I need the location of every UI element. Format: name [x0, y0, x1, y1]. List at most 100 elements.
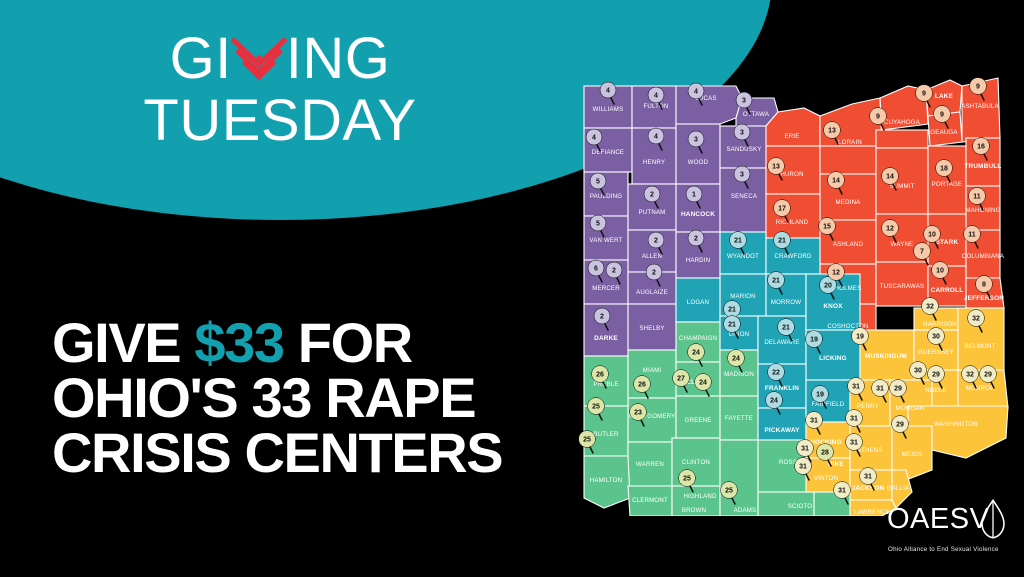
pin-clark[interactable]: 24: [694, 373, 712, 397]
county-tuscarawas[interactable]: [875, 261, 929, 307]
pin-portage[interactable]: 18: [935, 159, 953, 183]
pin-seneca[interactable]: 3: [733, 165, 751, 189]
pin-darke[interactable]: 2: [593, 307, 611, 331]
pin-ashtabula[interactable]: 9: [969, 77, 987, 101]
county-champaign[interactable]: [675, 321, 721, 363]
pin-greene[interactable]: 27: [672, 369, 690, 393]
pin-union[interactable]: 21: [723, 315, 741, 339]
county-warren[interactable]: [627, 441, 673, 487]
county-logan[interactable]: [675, 277, 721, 323]
pin-auglaize[interactable]: 2: [645, 263, 663, 287]
pin-wood[interactable]: 3: [687, 130, 705, 154]
pin-licking[interactable]: 19: [805, 330, 823, 354]
pin-guernsey[interactable]: 30: [927, 327, 945, 351]
pin-lorain[interactable]: 13: [823, 121, 841, 145]
pin-washington[interactable]: 29: [891, 415, 909, 439]
pin-madison[interactable]: 24: [727, 349, 745, 373]
pin-muskingum[interactable]: 19: [851, 327, 869, 351]
pin-wayne[interactable]: 12: [881, 219, 899, 243]
pin-lucas[interactable]: 4: [687, 82, 705, 106]
pin-hardin[interactable]: 2: [687, 229, 705, 253]
county-lawrence[interactable]: [849, 499, 897, 516]
pin-medina[interactable]: 14: [827, 171, 845, 195]
county-shelby[interactable]: [627, 303, 677, 351]
pin-athens[interactable]: 31: [845, 409, 863, 433]
county-meigs[interactable]: [891, 425, 933, 481]
county-hamilton[interactable]: [583, 455, 631, 509]
pin-crawford[interactable]: 21: [773, 231, 791, 255]
pin-hocking[interactable]: 31: [805, 411, 823, 435]
county-portage[interactable]: [927, 145, 967, 215]
pin-knox[interactable]: 20: [819, 276, 837, 300]
pin-lake[interactable]: 9: [915, 84, 933, 108]
pin-stark[interactable]: 10: [923, 225, 941, 249]
pin-franklin[interactable]: 22: [767, 363, 785, 387]
pin-perry[interactable]: 31: [847, 377, 865, 401]
pin-pickaway[interactable]: 24: [765, 391, 783, 415]
pin-trumbull[interactable]: 16: [972, 137, 990, 161]
pin-brown[interactable]: 25: [678, 469, 696, 493]
county-lucas[interactable]: [675, 85, 743, 125]
pin-henry[interactable]: 4: [647, 127, 665, 151]
pin-allen[interactable]: 2: [647, 231, 665, 255]
pin-paulding[interactable]: 5: [589, 172, 607, 196]
pin-warren[interactable]: 23: [629, 403, 647, 427]
county-clermont[interactable]: [627, 485, 673, 516]
pin-meigs[interactable]: 31: [845, 433, 863, 457]
pin-mercer-b[interactable]: 2: [605, 261, 623, 285]
pin-lawrence[interactable]: 31: [833, 481, 851, 505]
pin-tuscarawas[interactable]: 7: [913, 242, 931, 266]
county-greene[interactable]: [675, 395, 721, 439]
pin-jefferson[interactable]: 8: [975, 275, 993, 299]
pin-butler[interactable]: 25: [587, 397, 605, 421]
pin-preble[interactable]: 26: [591, 365, 609, 389]
pin-fairfield[interactable]: 19: [811, 385, 829, 409]
pin-adams[interactable]: 25: [720, 481, 738, 505]
county-gallia[interactable]: [891, 469, 913, 509]
county-lake[interactable]: [925, 79, 963, 117]
county-lorain-south[interactable]: [819, 145, 883, 175]
pin-columbiana[interactable]: 11: [963, 225, 981, 249]
pin-ottawa[interactable]: 3: [735, 91, 753, 115]
pin-holmes[interactable]: 12: [827, 263, 845, 287]
pin-monroe-b[interactable]: 29: [979, 365, 997, 389]
pin-fulton[interactable]: 4: [647, 86, 665, 110]
county-miami[interactable]: [627, 349, 677, 399]
pin-monroe-a[interactable]: 32: [961, 365, 979, 389]
pin-geauga[interactable]: 9: [933, 105, 951, 129]
pin-wyandot[interactable]: 21: [729, 231, 747, 255]
pin-noble-b[interactable]: 29: [927, 365, 945, 389]
pin-defiance[interactable]: 4: [585, 128, 603, 152]
pin-richland[interactable]: 17: [773, 199, 791, 223]
county-adams[interactable]: [757, 491, 815, 516]
pin-mercer-a[interactable]: 6: [587, 259, 605, 283]
pin-huron[interactable]: 13: [767, 157, 785, 181]
pin-morgan-b[interactable]: 29: [889, 379, 907, 403]
pin-summit[interactable]: 14: [881, 167, 899, 191]
county-fayette[interactable]: [719, 395, 759, 441]
pin-jackson[interactable]: 31: [794, 457, 812, 481]
pin-hancock[interactable]: 1: [685, 185, 703, 209]
county-hardin[interactable]: [675, 231, 721, 279]
pin-harrison[interactable]: 32: [921, 297, 939, 321]
county-cuyahoga-south[interactable]: [875, 129, 929, 149]
pin-montgomery[interactable]: 26: [633, 375, 651, 399]
pin-carroll[interactable]: 10: [931, 261, 949, 285]
pin-belmont[interactable]: 32: [967, 309, 985, 333]
pin-gallia[interactable]: 31: [859, 467, 877, 491]
pin-delaware[interactable]: 21: [777, 318, 795, 342]
county-trumbull[interactable]: [965, 137, 1001, 187]
pin-cuyahoga[interactable]: 9: [869, 107, 887, 131]
county-richland[interactable]: [765, 193, 821, 239]
pin-williams[interactable]: 4: [599, 81, 617, 105]
pin-vinton[interactable]: 31: [796, 439, 814, 463]
pin-morrow[interactable]: 21: [767, 271, 785, 295]
county-preble[interactable]: [583, 355, 629, 407]
pin-morgan-a[interactable]: 31: [871, 379, 889, 403]
county-highland-east[interactable]: [719, 439, 759, 516]
pin-mahoning[interactable]: 11: [968, 187, 986, 211]
pin-sandusky[interactable]: 3: [733, 123, 751, 147]
pin-noble-a[interactable]: 30: [909, 361, 927, 385]
pin-putnam[interactable]: 2: [643, 185, 661, 209]
pin-ashland[interactable]: 15: [818, 217, 836, 241]
